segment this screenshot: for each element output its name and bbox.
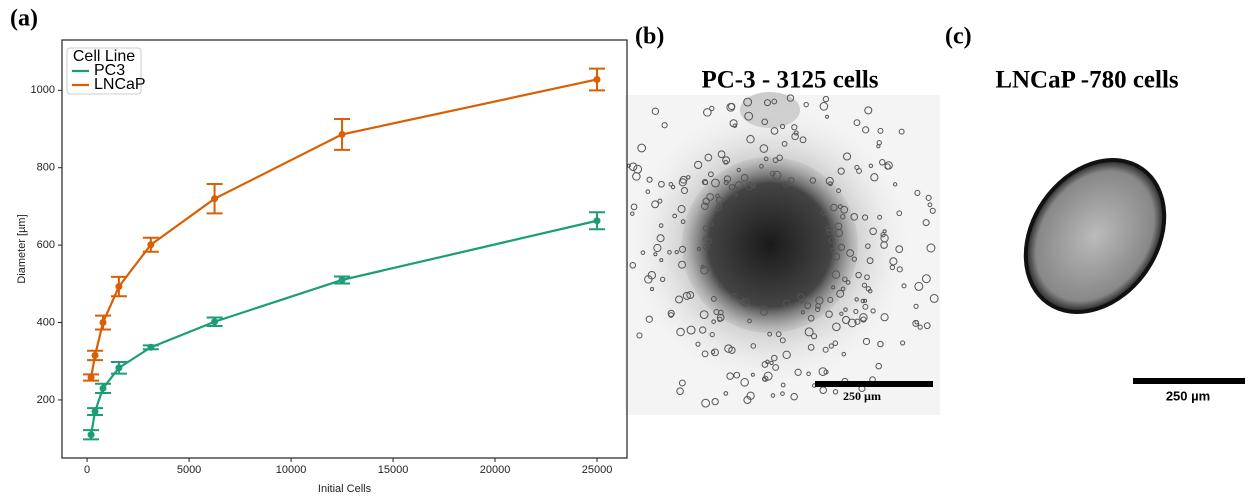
data-point <box>338 130 346 138</box>
data-point <box>115 283 123 291</box>
x-tick-label: 10000 <box>276 464 307 476</box>
chart: 0 5000 10000 15000 20000 25000 200 400 600 800 100… <box>16 39 628 495</box>
y-tick-label: 200 <box>37 394 55 406</box>
data-point <box>147 241 155 249</box>
data-point <box>593 75 601 83</box>
data-point <box>91 351 99 359</box>
plot-frame <box>61 39 628 459</box>
scale-label: 250 µm <box>843 389 881 403</box>
series-line <box>89 78 598 378</box>
x-axis-label: Initial Cells <box>318 483 372 495</box>
data-point <box>338 276 346 284</box>
legend-box <box>66 47 142 95</box>
data-point <box>115 364 123 372</box>
data-point <box>211 195 219 203</box>
data-point <box>147 343 155 351</box>
data-point <box>99 319 107 327</box>
data-point <box>593 217 601 225</box>
x-tick-label: 20000 <box>480 464 511 476</box>
series-line <box>89 219 598 435</box>
y-tick-label: 800 <box>37 162 55 174</box>
micrograph-c: 250 µm <box>1023 157 1245 403</box>
y-tick-label: 1000 <box>31 84 55 96</box>
panel-title: LNCaP -780 cells <box>995 67 1179 94</box>
panel-title: PC-3 - 3125 cells <box>701 67 878 94</box>
data-point <box>87 373 95 381</box>
data-point <box>91 408 99 416</box>
y-tick-label: 400 <box>37 316 55 328</box>
data-point <box>99 384 107 392</box>
legend-title: Cell Line <box>73 48 135 65</box>
y-axis-label: Diameter [µm] <box>16 214 28 283</box>
data-point <box>211 318 219 326</box>
x-tick-label: 0 <box>84 464 90 476</box>
panel-label: (b) <box>635 24 664 50</box>
legend-label: PC3 <box>94 62 125 79</box>
scale-label: 250 µm <box>1166 388 1210 403</box>
x-tick-label: 25000 <box>582 464 613 476</box>
y-tick-label: 600 <box>37 239 55 251</box>
legend-label: LNCaP <box>94 76 146 93</box>
x-tick-label: 5000 <box>177 464 201 476</box>
x-tick-label: 15000 <box>378 464 409 476</box>
micrograph-b: 250 µm <box>620 92 940 415</box>
panel-label: (a) <box>10 6 38 32</box>
panel-label: (c) <box>945 24 972 50</box>
data-point <box>87 431 95 439</box>
